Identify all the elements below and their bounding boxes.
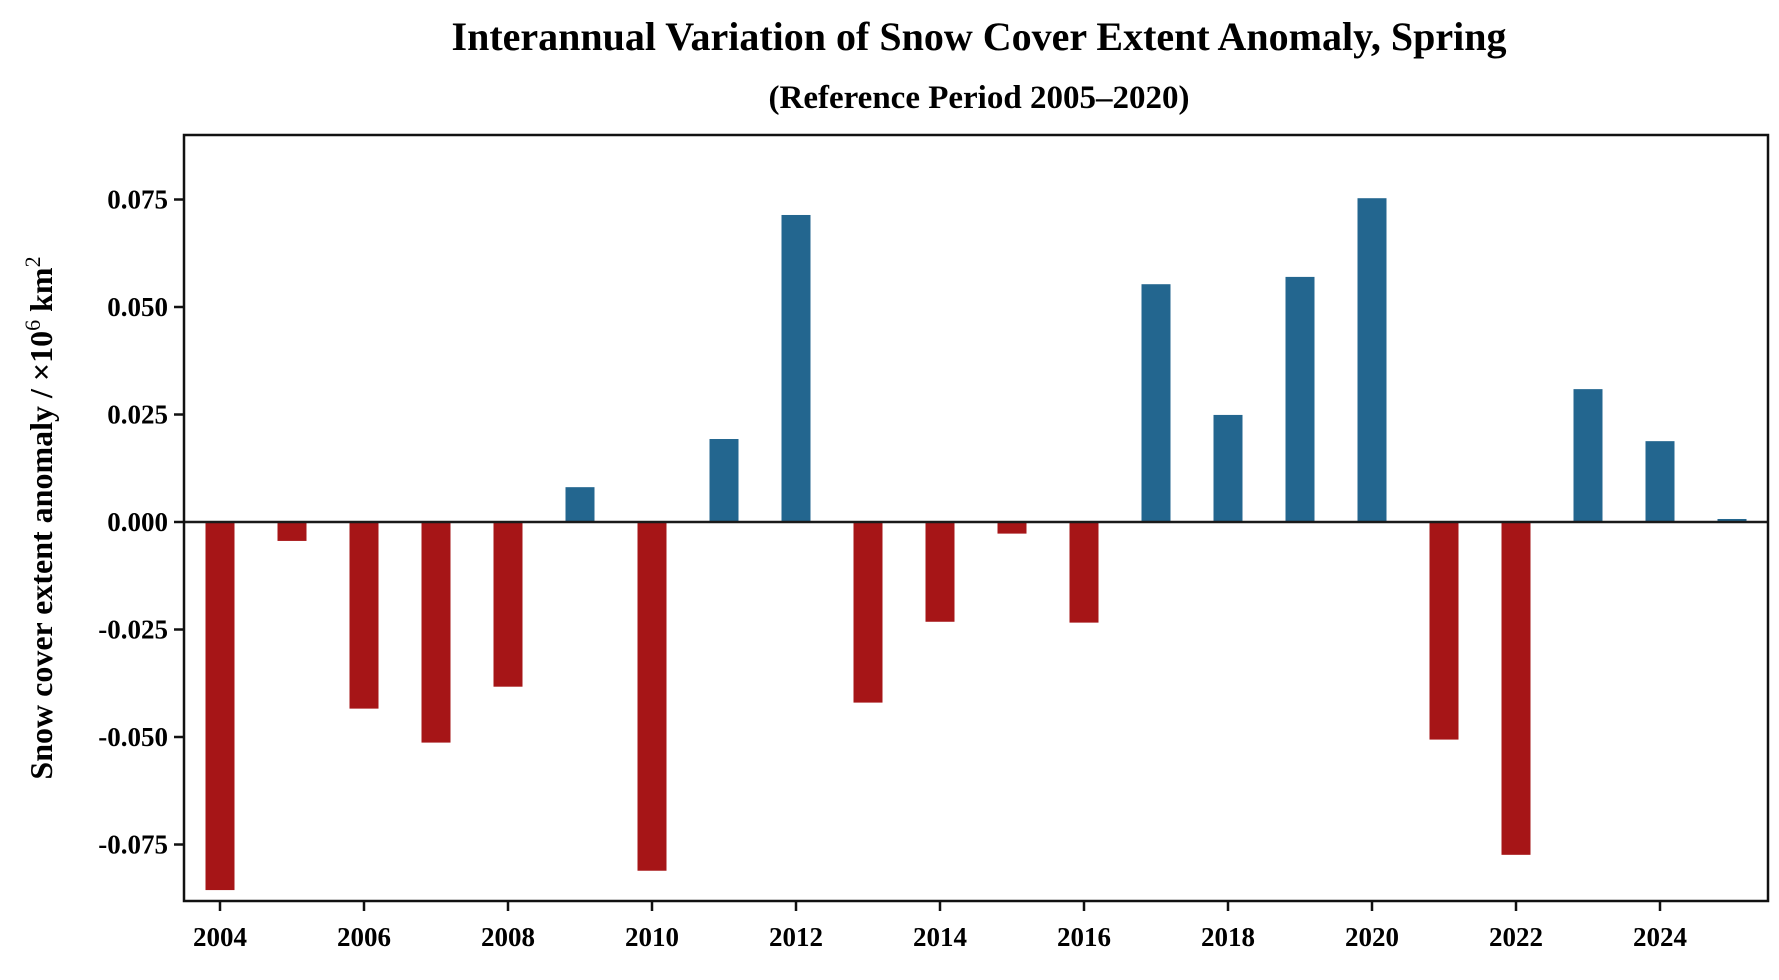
bar-2013 [853,522,883,703]
x-tick-label: 2012 [769,922,823,952]
bar-2023 [1573,389,1603,522]
y-axis-label: Snow cover extent anomaly / ×106 km2 [20,256,60,779]
bar-2012 [781,214,811,523]
bar-2014 [925,522,955,622]
x-tick-label: 2020 [1345,922,1399,952]
x-tick-label: 2010 [625,922,679,952]
y-tick-label: 0.075 [107,185,168,215]
bar-2018 [1213,414,1243,522]
bar-2007 [421,522,451,743]
x-tick-label: 2022 [1489,922,1543,952]
bar-2015 [997,522,1027,534]
bar-2009 [565,487,595,522]
y-axis-label-main: Snow cover extent anomaly / ×10 [23,331,59,780]
bar-2004 [205,522,235,891]
bar-2017 [1141,284,1171,522]
bar-2020 [1357,198,1387,522]
chart-subtitle: (Reference Period 2005–2020) [769,80,1190,116]
chart-title: Interannual Variation of Snow Cover Exte… [452,14,1507,59]
y-axis-ticks: 0.075 0.050 0.025 0.000 -0.025 -0.050 -0.075 [98,185,184,860]
y-tick-label: 0.025 [107,400,168,430]
bar-2005 [277,522,307,541]
bar-2011 [709,439,739,522]
x-tick-label: 2016 [1057,922,1111,952]
y-axis-label-unit: km [23,267,59,320]
x-tick-label: 2006 [337,922,391,952]
bar-2022 [1501,522,1531,855]
x-tick-label: 2004 [193,922,247,952]
x-tick-label: 2008 [481,922,535,952]
x-tick-label: 2014 [913,922,967,952]
bar-2021 [1429,522,1459,740]
bar-2025 [1717,518,1747,522]
y-tick-label: 0.050 [107,292,168,322]
bar-2008 [493,522,523,687]
bar-2016 [1069,522,1099,623]
x-tick-label: 2018 [1201,922,1255,952]
bar-2024 [1645,441,1675,522]
y-axis-label-exp: 6 [20,320,45,331]
bars-group [205,198,1747,891]
y-tick-label: -0.025 [98,615,168,645]
plot-area-frame [182,133,1770,903]
y-axis-label-unit-exp: 2 [20,256,45,267]
y-tick-label: -0.075 [98,830,168,860]
bar-2006 [349,522,379,709]
bar-2019 [1285,276,1315,522]
x-axis-ticks: 2004 2006 2008 2010 2012 2014 2016 2018 2020 2022… [193,901,1687,952]
y-tick-label: -0.050 [98,722,168,752]
y-tick-label: 0.000 [107,507,168,537]
x-tick-label: 2024 [1633,922,1687,952]
bar-2010 [637,522,667,871]
